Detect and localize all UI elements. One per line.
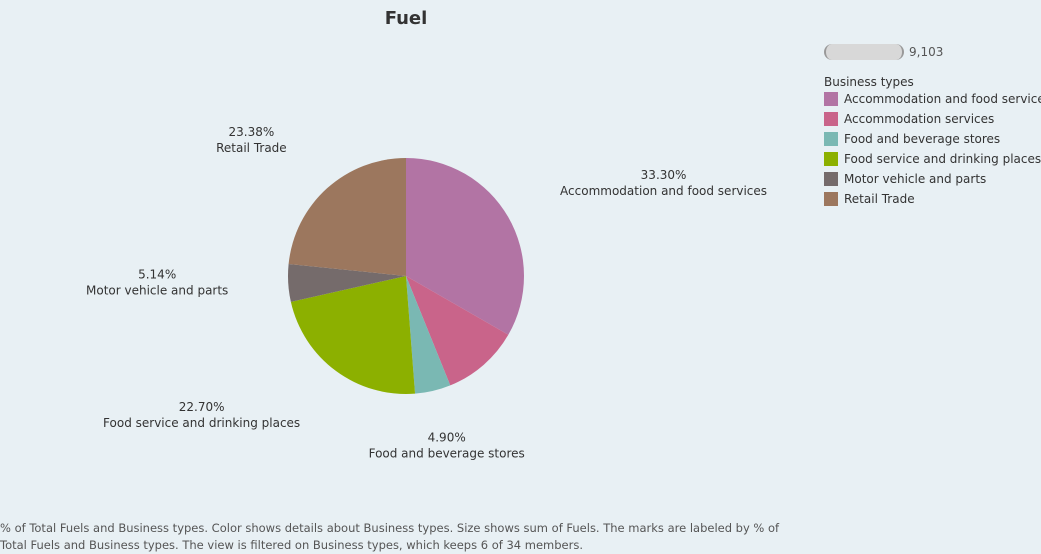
legend-item-retail-trade[interactable]: Retail Trade bbox=[824, 189, 1041, 209]
legend-item-motor-vehicle-and-parts[interactable]: Motor vehicle and parts bbox=[824, 169, 1041, 189]
legend-label: Retail Trade bbox=[844, 192, 915, 206]
legend-item-accommodation-and-food-services[interactable]: Accommodation and food services bbox=[824, 89, 1041, 109]
pie-slice-accommodation-and-food-services[interactable] bbox=[406, 158, 524, 335]
legend-items: Accommodation and food services Accommoda… bbox=[824, 89, 1041, 209]
size-legend-shape bbox=[824, 44, 904, 60]
pie-chart: 33.30% Accommodation and food services 4.9… bbox=[86, 125, 767, 460]
pie-label-name-accommodation-and-food-services: Accommodation and food services bbox=[560, 184, 767, 198]
legend-swatch bbox=[824, 152, 838, 166]
legend-swatch bbox=[824, 112, 838, 126]
pie-label-name-food-and-beverage-stores: Food and beverage stores bbox=[369, 446, 525, 460]
legend-label: Accommodation services bbox=[844, 112, 995, 126]
legend-swatch bbox=[824, 172, 838, 186]
pie-label-name-motor-vehicle-and-parts: Motor vehicle and parts bbox=[86, 284, 228, 298]
pie-label-name-retail-trade: Retail Trade bbox=[216, 141, 287, 155]
pie-label-percent-food-and-beverage-stores: 4.90% bbox=[428, 430, 466, 444]
legend-item-accommodation-services[interactable]: Accommodation services bbox=[824, 109, 1041, 129]
chart-title: Fuel bbox=[384, 8, 428, 29]
pie-slice-food-and-beverage-stores[interactable] bbox=[406, 276, 451, 394]
legend-label: Food service and drinking places bbox=[844, 152, 1041, 166]
chart-caption: % of Total Fuels and Business types. Col… bbox=[0, 521, 780, 552]
pie-slice-accommodation-services[interactable] bbox=[406, 276, 509, 386]
pie-label-percent-motor-vehicle-and-parts: 5.14% bbox=[138, 268, 176, 282]
legend-title: Business types bbox=[824, 75, 914, 89]
legend-label: Food and beverage stores bbox=[844, 132, 1001, 146]
pie-slice-retail-trade[interactable] bbox=[288, 158, 406, 276]
pie-label-percent-retail-trade: 23.38% bbox=[229, 125, 275, 139]
legend-item-food-service-and-drinking-places[interactable]: Food service and drinking places bbox=[824, 149, 1041, 169]
pie-label-percent-food-service-and-drinking-places: 22.70% bbox=[179, 400, 225, 414]
legend-swatch bbox=[824, 192, 838, 206]
legend-label: Accommodation and food services bbox=[844, 92, 1041, 106]
legend-label: Motor vehicle and parts bbox=[844, 172, 987, 186]
pie-label-name-food-service-and-drinking-places: Food service and drinking places bbox=[103, 416, 300, 430]
legend-item-food-and-beverage-stores[interactable]: Food and beverage stores bbox=[824, 129, 1041, 149]
legend-swatch bbox=[824, 132, 838, 146]
legend-swatch bbox=[824, 92, 838, 106]
size-legend: 9,103 bbox=[824, 42, 1041, 62]
legend: 9,103 Business types Accommodation and f… bbox=[824, 42, 1041, 209]
pie-slice-motor-vehicle-and-parts[interactable] bbox=[287, 264, 406, 302]
pie-label-percent-accommodation-and-food-services: 33.30% bbox=[641, 168, 687, 182]
pie-slice-food-service-and-drinking-places[interactable] bbox=[290, 276, 416, 394]
size-legend-value: 9,103 bbox=[909, 45, 944, 59]
